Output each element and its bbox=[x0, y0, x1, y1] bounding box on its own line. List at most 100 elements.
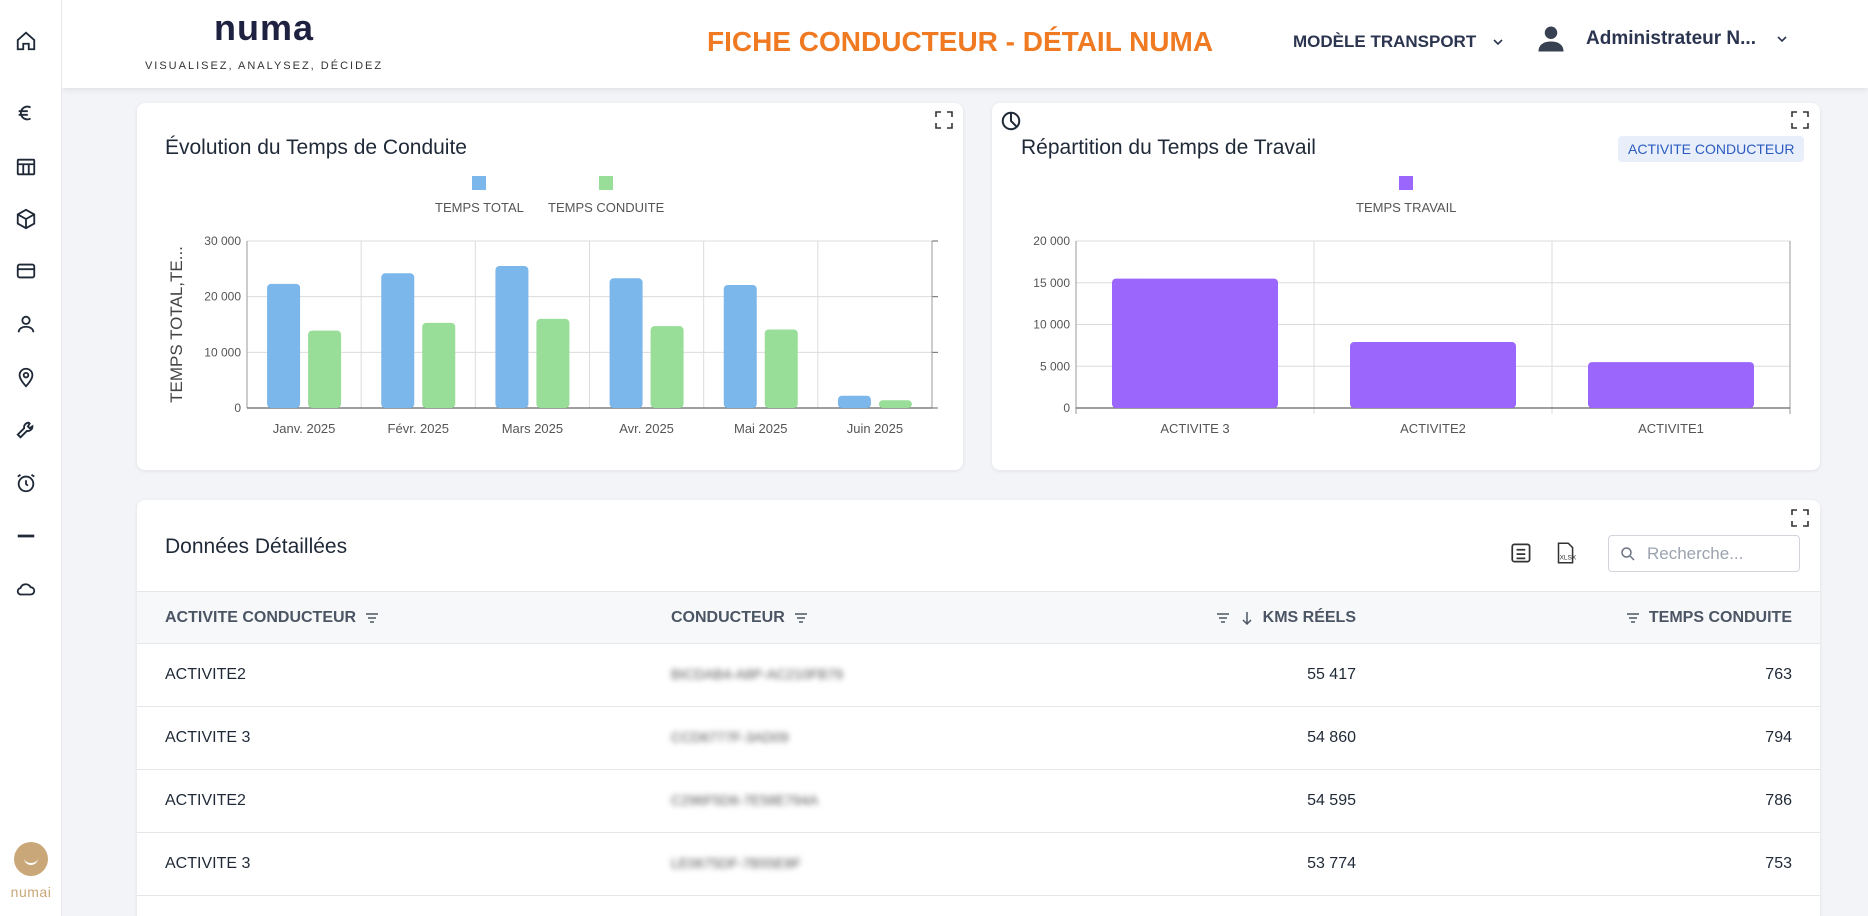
x-tick-label: Févr. 2025 bbox=[388, 421, 449, 436]
legend-item-total[interactable]: TEMPS TOTAL bbox=[435, 176, 524, 215]
activite-conducteur-badge[interactable]: ACTIVITE CONDUCTEUR bbox=[1618, 136, 1805, 162]
alarm-icon[interactable] bbox=[13, 470, 39, 496]
search-input[interactable] bbox=[1647, 543, 1787, 564]
expand-icon[interactable] bbox=[1790, 508, 1810, 528]
cell-temps: 753 bbox=[1765, 855, 1792, 872]
bar-0-5 bbox=[837, 395, 871, 408]
cell-activite: ACTIVITE2 bbox=[165, 666, 246, 683]
x-tick-label: Mars 2025 bbox=[502, 421, 563, 436]
sidebar: numai bbox=[0, 0, 62, 916]
location-icon[interactable] bbox=[13, 364, 39, 390]
filter-icon[interactable] bbox=[1215, 610, 1231, 626]
bar-1-3 bbox=[650, 326, 684, 408]
y-axis-label: TEMPS TOTAL,TE... bbox=[167, 246, 186, 403]
cell-conducteur: BICDAB4-A8P-AC210FB79 bbox=[671, 666, 843, 682]
expand-icon[interactable] bbox=[1790, 110, 1810, 130]
filter-icon[interactable] bbox=[1625, 610, 1641, 626]
y-tick-label: 10 000 bbox=[1033, 318, 1070, 332]
expand-icon[interactable] bbox=[934, 110, 954, 130]
pie-chart-icon[interactable] bbox=[1000, 110, 1022, 132]
cell-conducteur: CCD6777F-3AD09 bbox=[671, 729, 789, 745]
xlsx-export-icon[interactable]: XLSX bbox=[1552, 540, 1578, 566]
y-tick-label: 0 bbox=[1063, 401, 1070, 415]
sort-desc-icon[interactable] bbox=[1239, 610, 1255, 626]
legend-item-conduite[interactable]: TEMPS CONDUITE bbox=[548, 176, 664, 215]
y-tick-label: 20 000 bbox=[204, 290, 241, 304]
numa-logo[interactable]: numa VISUALISEZ, ANALYSEZ, DÉCIDEZ bbox=[144, 8, 384, 73]
legend-item-travail[interactable]: TEMPS TRAVAIL bbox=[1356, 176, 1456, 215]
cell-conducteur: C296F5D6-7E58E794A bbox=[671, 792, 819, 808]
user-name: Administrateur N... bbox=[1586, 28, 1756, 49]
work-time-bar-chart: 0 5 000 10 000 15 000 20 000 ACTIVITE 3 ACTIVI… bbox=[1033, 234, 1791, 436]
cell-kms: 55 417 bbox=[1307, 666, 1356, 683]
user-icon[interactable] bbox=[13, 311, 39, 337]
cell-conducteur: LE0675DF-7B55E8F bbox=[671, 855, 801, 871]
y-tick-label: 5 000 bbox=[1040, 359, 1070, 373]
cell-kms: 54 595 bbox=[1307, 792, 1356, 809]
column-header-kms[interactable]: KMS RÉELS bbox=[1215, 609, 1356, 627]
numai-logo: numai bbox=[8, 842, 54, 912]
bar-0-2 bbox=[495, 266, 529, 408]
euro-icon[interactable] bbox=[13, 100, 39, 126]
bar-1-4 bbox=[764, 329, 798, 408]
column-header-conducteur[interactable]: CONDUCTEUR bbox=[671, 609, 809, 627]
search-box[interactable] bbox=[1608, 535, 1800, 572]
legend-label-conduite: TEMPS CONDUITE bbox=[548, 200, 665, 215]
model-selector[interactable]: MODÈLE TRANSPORT bbox=[1293, 32, 1504, 52]
numai-logo-text: numai bbox=[10, 884, 52, 900]
legend-label-total: TEMPS TOTAL bbox=[435, 200, 524, 215]
filter-icon[interactable] bbox=[793, 610, 809, 626]
column-header-temps[interactable]: TEMPS CONDUITE bbox=[1625, 609, 1792, 627]
table-header: ACTIVITE CONDUCTEUR CONDUCTEUR KMS RÉELS… bbox=[137, 591, 1820, 644]
cell-kms: 53 774 bbox=[1307, 855, 1356, 872]
cloud-icon[interactable] bbox=[13, 576, 39, 602]
bar-0-3 bbox=[609, 278, 643, 408]
y-tick-label: 15 000 bbox=[1033, 276, 1070, 290]
home-icon[interactable] bbox=[13, 28, 39, 54]
cell-activite: ACTIVITE2 bbox=[165, 792, 246, 809]
column-label-conducteur: CONDUCTEUR bbox=[671, 609, 785, 626]
x-tick-label: Mai 2025 bbox=[734, 421, 787, 436]
chevron-down-icon bbox=[1777, 36, 1787, 43]
bar-0-1 bbox=[381, 273, 415, 408]
y-tick-label: 20 000 bbox=[1033, 234, 1070, 248]
driving-time-chart-title: Évolution du Temps de Conduite bbox=[165, 136, 467, 159]
card-icon[interactable] bbox=[13, 258, 39, 284]
user-menu[interactable]: Administrateur N... bbox=[1536, 24, 1788, 54]
x-tick-label: Juin 2025 bbox=[847, 421, 903, 436]
cell-kms: 54 860 bbox=[1307, 729, 1356, 746]
cell-activite: ACTIVITE 3 bbox=[165, 855, 251, 872]
x-tick-label: ACTIVITE1 bbox=[1638, 421, 1704, 436]
column-header-activite[interactable]: ACTIVITE CONDUCTEUR bbox=[165, 609, 380, 627]
cell-temps: 786 bbox=[1765, 792, 1792, 809]
columns-icon[interactable] bbox=[1509, 540, 1535, 566]
top-header: numa VISUALISEZ, ANALYSEZ, DÉCIDEZ FICHE… bbox=[62, 0, 1868, 88]
table-row[interactable]: ACTIVITE 3 CCD6777F-3AD09 54 860 794 bbox=[137, 707, 1820, 770]
y-tick-label: 30 000 bbox=[204, 234, 241, 248]
filter-icon[interactable] bbox=[364, 610, 380, 626]
bar-1-0 bbox=[308, 330, 342, 408]
brand-tagline: VISUALISEZ, ANALYSEZ, DÉCIDEZ bbox=[144, 60, 384, 72]
cell-activite: ACTIVITE 3 bbox=[165, 729, 251, 746]
chevron-down-icon bbox=[1493, 39, 1503, 46]
legend-swatch-total bbox=[472, 176, 487, 190]
legend-swatch-conduite bbox=[599, 176, 614, 190]
legend-label-travail: TEMPS TRAVAIL bbox=[1356, 200, 1457, 215]
minus-icon[interactable] bbox=[13, 523, 39, 549]
table-row[interactable]: ACTIVITE2 BICDAB4-A8P-AC210FB79 55 417 7… bbox=[137, 644, 1820, 707]
svg-text:XLSX: XLSX bbox=[1560, 555, 1577, 562]
legend-swatch-travail bbox=[1399, 176, 1414, 190]
box-icon[interactable] bbox=[13, 206, 39, 232]
table-row[interactable]: ACTIVITE 3 LE0675DF-7B55E8F 53 774 753 bbox=[137, 833, 1820, 896]
cell-temps: 794 bbox=[1765, 729, 1792, 746]
bar-1-2 bbox=[536, 318, 570, 408]
bar-0-0 bbox=[1112, 278, 1278, 408]
avatar-icon bbox=[1538, 26, 1564, 52]
x-tick-label: Janv. 2025 bbox=[273, 421, 336, 436]
table-row[interactable]: ACTIVITE2 C296F5D6-7E58E794A 54 595 786 bbox=[137, 770, 1820, 833]
wrench-icon[interactable] bbox=[13, 417, 39, 443]
table-icon[interactable] bbox=[13, 154, 39, 180]
x-tick-label: ACTIVITE 3 bbox=[1160, 421, 1229, 436]
detailed-data-card bbox=[137, 500, 1820, 916]
work-time-chart-title: Répartition du Temps de Travail bbox=[1021, 136, 1316, 159]
